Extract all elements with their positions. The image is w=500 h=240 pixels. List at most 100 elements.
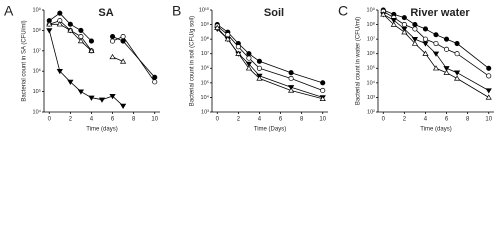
- marker: [235, 50, 242, 56]
- marker: [109, 33, 116, 40]
- y-tick-label: 10⁴: [367, 79, 376, 86]
- marker: [411, 40, 419, 46]
- marker: [119, 103, 127, 109]
- marker: [443, 36, 450, 42]
- x-tick-label: 8: [466, 117, 470, 123]
- marker: [46, 21, 53, 27]
- marker: [78, 27, 84, 33]
- y-tick-label: 10⁸: [201, 36, 209, 43]
- series-line: [217, 24, 323, 84]
- y-tick-label: 10⁶: [33, 68, 41, 75]
- chart-title: Soil: [264, 7, 284, 19]
- y-tick-label: 10³: [201, 109, 209, 115]
- marker: [486, 65, 492, 71]
- marker: [288, 75, 294, 82]
- series-line: [49, 20, 156, 83]
- x-tick-label: 2: [403, 117, 407, 123]
- marker: [67, 79, 74, 85]
- x-tick-label: 8: [132, 117, 136, 123]
- y-tick-label: 10⁹: [367, 6, 375, 13]
- marker: [214, 24, 221, 30]
- series-line: [49, 12, 156, 78]
- marker: [77, 89, 85, 95]
- marker: [433, 40, 439, 47]
- y-tick-label: 10⁵: [33, 88, 41, 95]
- x-tick-label: 6: [111, 117, 115, 123]
- panel-label: C: [338, 3, 348, 19]
- marker: [485, 94, 492, 100]
- marker: [119, 58, 127, 64]
- x-tick-label: 10: [485, 117, 492, 123]
- y-tick-label: 10³: [367, 95, 375, 101]
- marker: [56, 21, 63, 27]
- x-tick-label: 8: [300, 117, 304, 123]
- marker: [224, 36, 231, 42]
- y-tick-label: 10⁸: [367, 21, 375, 28]
- marker: [453, 70, 461, 76]
- y-tick-label: 10⁴: [201, 94, 210, 101]
- marker: [245, 65, 253, 71]
- series-line: [217, 28, 323, 98]
- x-tick-label: 10: [151, 117, 158, 123]
- marker: [256, 75, 263, 81]
- x-tick-label: 2: [237, 117, 241, 123]
- marker: [77, 37, 85, 44]
- marker: [152, 79, 158, 85]
- x-tick-label: 0: [48, 117, 52, 123]
- marker: [454, 51, 460, 57]
- marker: [88, 47, 95, 53]
- marker: [256, 58, 263, 64]
- marker: [288, 70, 294, 76]
- marker: [390, 18, 397, 24]
- chart-title: River water: [410, 7, 470, 19]
- x-tick-label: 2: [69, 117, 73, 123]
- marker: [443, 69, 450, 75]
- x-tick-label: 0: [382, 117, 386, 123]
- y-tick-label: 10²: [367, 109, 375, 115]
- y-tick-label: 10⁷: [367, 36, 375, 43]
- marker: [422, 50, 429, 56]
- y-tick-label: 10⁸: [33, 27, 41, 34]
- x-tick-label: 6: [445, 117, 449, 123]
- marker: [390, 21, 397, 27]
- x-tick-label: 10: [319, 117, 326, 123]
- marker: [246, 55, 252, 61]
- y-tick-label: 10⁹: [33, 6, 41, 13]
- y-axis-label: Bacterial count in water (CFU/ml): [356, 17, 362, 105]
- y-tick-label: 10⁵: [367, 65, 375, 72]
- series-line: [217, 27, 323, 100]
- marker: [235, 44, 241, 50]
- marker: [422, 36, 429, 42]
- marker: [422, 41, 429, 47]
- marker: [57, 10, 63, 16]
- marker: [246, 51, 252, 57]
- marker: [88, 95, 95, 101]
- marker: [412, 22, 418, 28]
- x-axis-label: Time (days): [420, 127, 451, 133]
- marker: [287, 87, 295, 93]
- series-line: [48, 30, 124, 107]
- marker: [120, 38, 126, 44]
- marker: [443, 46, 450, 52]
- marker: [109, 53, 116, 60]
- marker: [120, 33, 126, 40]
- y-tick-label: 10⁷: [33, 47, 41, 54]
- marker: [56, 69, 63, 75]
- marker: [453, 75, 461, 81]
- y-tick-label: 10⁹: [201, 21, 209, 28]
- marker: [412, 26, 418, 32]
- marker: [432, 51, 440, 57]
- marker: [320, 80, 326, 86]
- marker: [454, 40, 460, 47]
- y-tick-label: 10⁶: [367, 50, 375, 57]
- marker: [320, 87, 326, 94]
- marker: [411, 36, 419, 43]
- marker: [98, 97, 106, 103]
- marker: [443, 66, 450, 72]
- x-tick-label: 4: [258, 117, 262, 123]
- marker: [401, 15, 407, 21]
- marker: [380, 11, 387, 17]
- panel-label: A: [4, 3, 14, 19]
- marker: [485, 88, 492, 94]
- marker: [109, 38, 116, 44]
